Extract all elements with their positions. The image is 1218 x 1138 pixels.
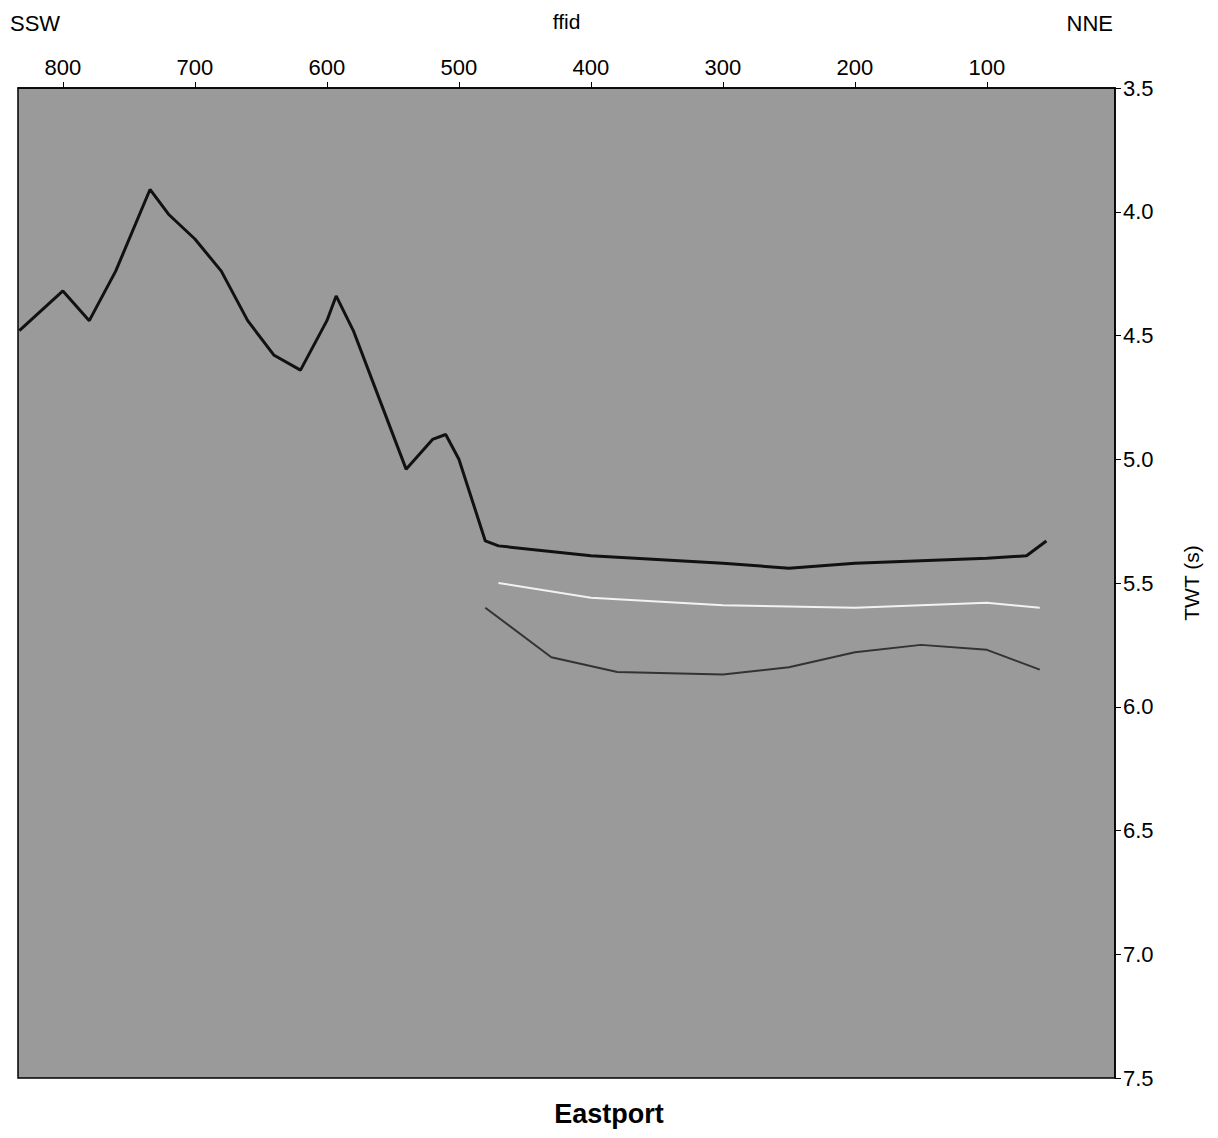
svg-text:600: 600	[309, 55, 346, 80]
svg-text:3.5: 3.5	[1123, 76, 1154, 101]
svg-text:SSW: SSW	[10, 11, 60, 36]
svg-text:6.5: 6.5	[1123, 818, 1154, 843]
svg-text:7.0: 7.0	[1123, 942, 1154, 967]
svg-text:200: 200	[837, 55, 874, 80]
svg-text:100: 100	[969, 55, 1006, 80]
svg-text:6.0: 6.0	[1123, 694, 1154, 719]
svg-text:ffid: ffid	[553, 10, 581, 33]
svg-text:4.5: 4.5	[1123, 323, 1154, 348]
svg-text:5.5: 5.5	[1123, 571, 1154, 596]
svg-text:TWT (s): TWT (s)	[1180, 545, 1203, 620]
svg-text:7.5: 7.5	[1123, 1066, 1154, 1091]
svg-text:700: 700	[177, 55, 214, 80]
svg-text:500: 500	[441, 55, 478, 80]
svg-text:NNE: NNE	[1067, 11, 1113, 36]
svg-text:Eastport: Eastport	[554, 1099, 664, 1129]
svg-text:300: 300	[705, 55, 742, 80]
svg-text:5.0: 5.0	[1123, 447, 1154, 472]
svg-text:800: 800	[45, 55, 82, 80]
svg-text:4.0: 4.0	[1123, 199, 1154, 224]
svg-text:400: 400	[573, 55, 610, 80]
